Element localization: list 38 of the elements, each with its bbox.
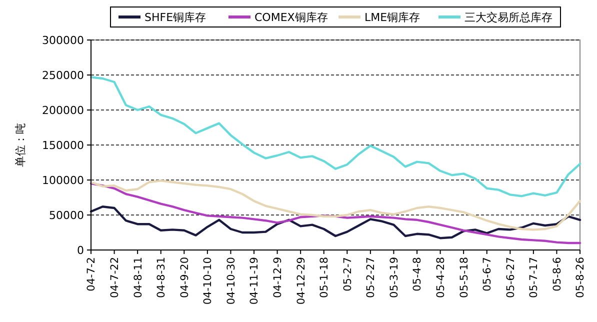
line-series xyxy=(90,182,582,244)
y-tick-label: 150000 xyxy=(42,138,84,152)
x-tick-label: 05-8-26 xyxy=(574,256,587,298)
line-series xyxy=(90,180,582,231)
line-series xyxy=(90,206,582,240)
x-tick-label: 05-8-6 xyxy=(551,256,564,292)
legend-label: LME铜库存 xyxy=(364,10,420,24)
x-tick-label: 05-3-19 xyxy=(388,257,400,298)
line-series xyxy=(90,76,582,198)
x-tick-label: 05-5-18 xyxy=(458,257,470,298)
x-tick-label: 04-12-29 xyxy=(295,257,308,305)
x-tick-label: 05-6-27 xyxy=(504,257,517,298)
legend-label: SHFE铜库存 xyxy=(144,10,206,24)
x-tick-label: 04-8-11 xyxy=(132,257,144,298)
x-tick-label: 04-12-9 xyxy=(272,257,284,298)
x-tick-label: 05-4-8 xyxy=(412,257,424,292)
x-tick-label: 05-2-7 xyxy=(342,257,354,292)
legend-label: 三大交易所总库存 xyxy=(464,10,552,24)
x-tick-label: 04-7-22 xyxy=(108,257,121,298)
y-axis-title: 单位：吨 xyxy=(14,123,27,167)
x-tick-label: 05-6-7 xyxy=(482,257,494,292)
y-tick-label: 50000 xyxy=(49,208,84,222)
x-tick-label: 04-8-31 xyxy=(156,257,168,298)
x-tick-label: 04-10-10 xyxy=(202,257,214,305)
y-tick-label: 300000 xyxy=(42,34,84,47)
x-tick-label: 04-10-30 xyxy=(225,257,238,305)
legend-label: COMEX铜库存 xyxy=(254,10,328,24)
x-tick-label: 05-1-18 xyxy=(318,257,331,298)
x-tick-label: 05-4-28 xyxy=(434,257,447,298)
y-tick-label: 200000 xyxy=(42,104,84,117)
x-tick-label: 04-7-2 xyxy=(86,257,98,292)
y-tick-label: 100000 xyxy=(42,174,84,187)
y-tick-label: 250000 xyxy=(42,68,84,82)
y-tick-label: 0 xyxy=(77,244,84,257)
x-tick-label: 04-9-20 xyxy=(178,257,191,298)
x-tick-label: 05-2-27 xyxy=(365,257,378,298)
x-tick-label: 05-7-17 xyxy=(528,257,540,298)
x-tick-label: 04-11-19 xyxy=(248,257,261,305)
